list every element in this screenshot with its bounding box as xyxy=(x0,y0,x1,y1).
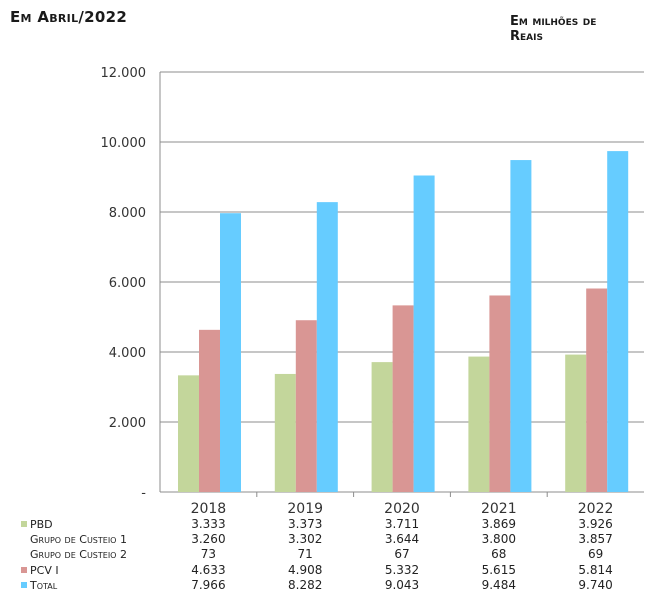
table-cell: 5.615 xyxy=(482,563,516,577)
table-cell: 5.814 xyxy=(578,563,612,577)
bar-pcv-i-2020 xyxy=(392,305,414,492)
y-tick-label: 4.000 xyxy=(109,346,146,361)
table-cell: 3.711 xyxy=(385,517,419,531)
table-row-label: Grupo de Custeio 1 xyxy=(30,533,127,546)
table-cell: 5.332 xyxy=(385,563,419,577)
table-cell: 3.869 xyxy=(482,517,516,531)
bar-total-2018 xyxy=(220,213,241,492)
table-cell: 68 xyxy=(491,547,506,561)
table-cell: 73 xyxy=(201,547,216,561)
bar-total-2019 xyxy=(316,202,338,492)
y-tick-label: 12.000 xyxy=(101,66,147,81)
bar-pcv-i-2021 xyxy=(489,295,511,492)
x-tick-label: 2018 xyxy=(191,501,227,517)
bar-pbd-2021 xyxy=(468,356,490,492)
legend-marker xyxy=(21,582,27,588)
y-tick-label: 10.000 xyxy=(101,136,147,151)
bar-pcv-i-2022 xyxy=(586,288,608,492)
table-cell: 3.373 xyxy=(288,517,322,531)
bar-total-2020 xyxy=(413,175,435,492)
bar-total-2022 xyxy=(607,151,629,492)
unit-label-line1: Em milhões de xyxy=(510,14,597,29)
table-cell: 67 xyxy=(394,547,409,561)
legend-marker xyxy=(21,567,27,573)
x-tick-label: 2020 xyxy=(384,501,420,517)
bar-pbd-2022 xyxy=(565,354,587,492)
table-cell: 9.043 xyxy=(385,578,419,592)
table-cell: 8.282 xyxy=(288,578,322,592)
bar-pbd-2020 xyxy=(371,362,393,492)
bar-pbd-2018 xyxy=(178,375,199,492)
table-cell: 3.644 xyxy=(385,532,419,546)
table-cell: 3.302 xyxy=(288,532,322,546)
chart-unit-label: Em milhões de Reais xyxy=(510,14,645,44)
unit-label-line2: Reais xyxy=(510,29,543,44)
x-tick-label: 2021 xyxy=(481,501,517,517)
bar-total-2021 xyxy=(510,160,532,492)
table-cell: 69 xyxy=(588,547,603,561)
chart-date-label: Em Abril/2022 xyxy=(10,8,128,26)
table-cell: 3.260 xyxy=(191,532,225,546)
legend-marker xyxy=(21,521,27,527)
bar-pbd-2019 xyxy=(274,373,296,492)
y-tick-label: 2.000 xyxy=(109,416,146,431)
table-cell: 9.484 xyxy=(482,578,516,592)
table-cell: 4.633 xyxy=(191,563,225,577)
table-cell: 3.857 xyxy=(578,532,612,546)
table-cell: 3.333 xyxy=(191,517,225,531)
table-row-label: PCV I xyxy=(30,564,59,577)
table-cell: 4.908 xyxy=(288,563,322,577)
table-row-label: PBD xyxy=(30,518,53,531)
table-row-label: Grupo de Custeio 2 xyxy=(30,548,127,561)
bar-pcv-i-2019 xyxy=(295,320,317,492)
table-cell: 3.800 xyxy=(482,532,516,546)
x-tick-label: 2019 xyxy=(287,501,323,517)
y-tick-label: 8.000 xyxy=(109,206,146,221)
y-tick-label: - xyxy=(141,486,146,501)
table-cell: 9.740 xyxy=(578,578,612,592)
table-row-label: Total xyxy=(29,579,58,592)
table-cell: 7.966 xyxy=(191,578,225,592)
bar-pcv-i-2018 xyxy=(199,329,220,492)
x-tick-label: 2022 xyxy=(578,501,614,517)
table-cell: 71 xyxy=(298,547,313,561)
table-cell: 3.926 xyxy=(578,517,612,531)
y-tick-label: 6.000 xyxy=(109,276,146,291)
